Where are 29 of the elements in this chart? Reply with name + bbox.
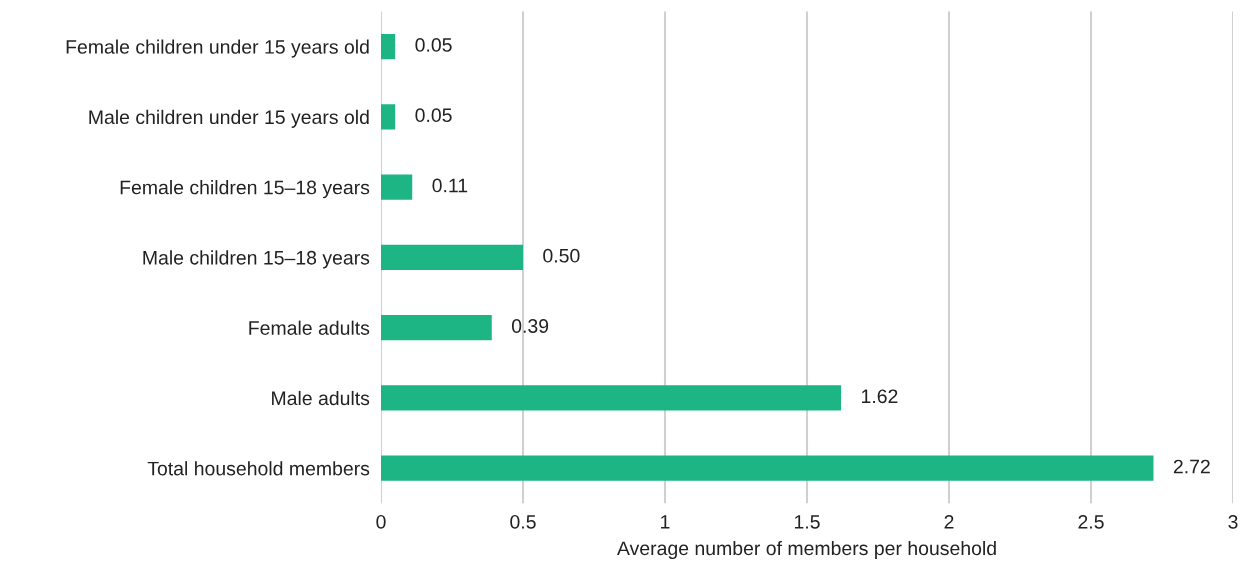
y-tick-label: Male adults — [272, 390, 370, 406]
x-tick-label: 1.5 — [794, 515, 820, 529]
x-tick-label: 1 — [661, 515, 670, 529]
bar — [381, 174, 413, 200]
bar — [381, 104, 396, 130]
data-label: 1.62 — [862, 389, 898, 404]
y-tick-label: Male children under 15 years old — [89, 109, 369, 128]
y-tick-label: Male children 15–18 years — [143, 250, 370, 269]
x-tick-label: 0 — [376, 514, 386, 529]
y-tick-label: Female children under 15 years old — [66, 39, 369, 58]
data-label: 2.72 — [1173, 459, 1210, 474]
data-label: 0.11 — [432, 178, 468, 193]
x-tick-label: 3 — [1228, 514, 1238, 529]
x-axis-title: Average number of members per household — [617, 540, 996, 560]
data-label: 0.05 — [415, 38, 452, 52]
bar — [381, 385, 842, 411]
x-tick-label: 2.5 — [1078, 514, 1104, 529]
y-tick-label: Female children 15–18 years — [120, 180, 370, 199]
x-tick-label: 2 — [944, 514, 954, 529]
data-label: 0.50 — [543, 248, 580, 263]
data-label: 0.05 — [415, 108, 452, 123]
x-tick-label: 0.5 — [510, 514, 536, 529]
bar — [381, 455, 1154, 481]
data-label: 0.39 — [511, 319, 549, 333]
y-tick-label: Total household members — [147, 461, 370, 476]
y-tick-label: Female adults — [249, 320, 370, 335]
bar — [381, 315, 492, 341]
bar — [381, 244, 523, 271]
bar — [381, 33, 396, 60]
